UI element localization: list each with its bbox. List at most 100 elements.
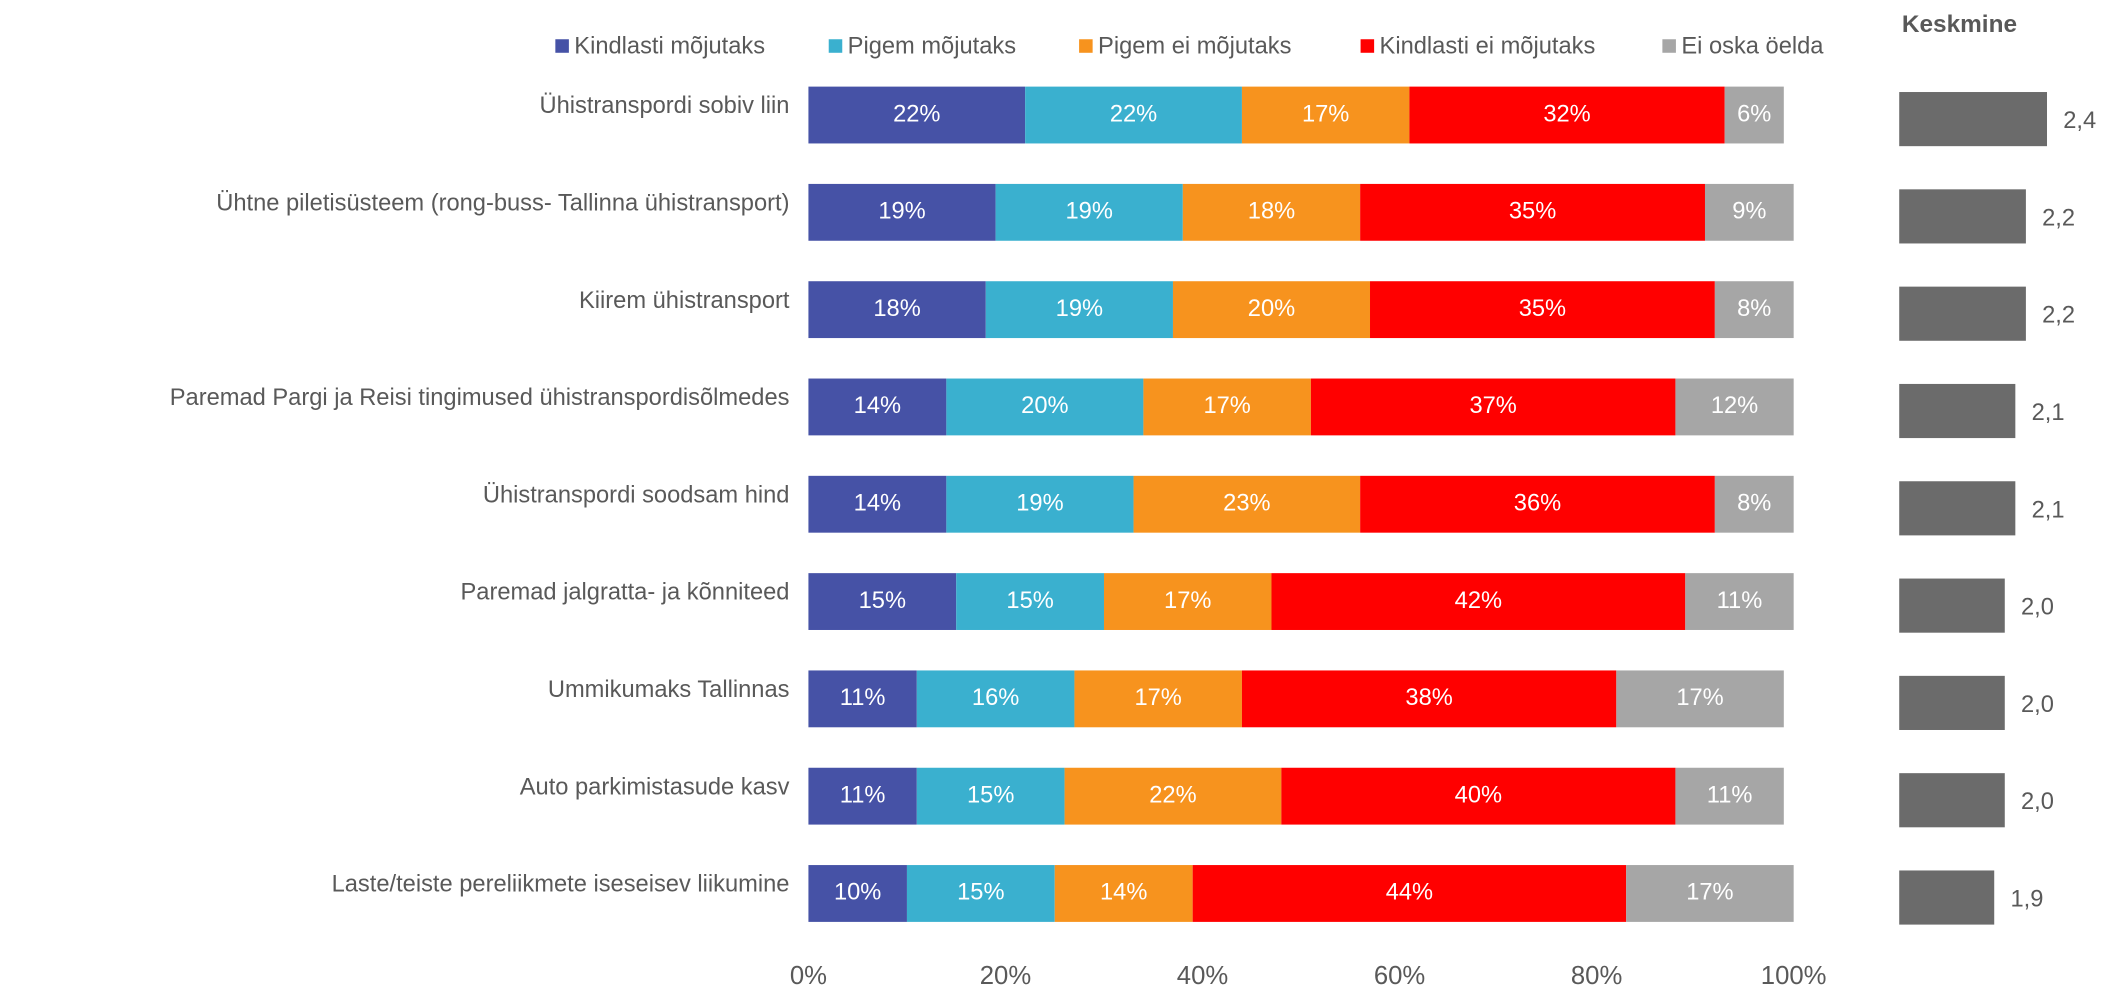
data-label: 19% — [1016, 491, 1063, 517]
bar-segment — [1241, 86, 1410, 144]
data-label: 17% — [1302, 101, 1349, 127]
category-label: Ühtne piletisüsteem (rong-buss- Tallinna… — [216, 189, 789, 216]
data-label: 11% — [1707, 782, 1753, 808]
bar-segment — [1025, 86, 1242, 144]
data-label: 35% — [1509, 199, 1556, 225]
x-tick-label: 60% — [1374, 962, 1425, 990]
bar-segment — [1271, 573, 1686, 630]
data-label: 22% — [1110, 101, 1157, 127]
average-label: 1,9 — [2010, 886, 2043, 912]
legend-label: Pigem ei mõjutaks — [1098, 34, 1291, 60]
legend-label: Kindlasti ei mõjutaks — [1380, 34, 1596, 60]
data-label: 40% — [1455, 782, 1502, 808]
bar-segment — [916, 670, 1075, 728]
legend-swatch — [1079, 39, 1093, 53]
bar-segment — [1370, 281, 1715, 339]
data-label: 12% — [1711, 393, 1758, 419]
category-label: Laste/teiste pereliikmete iseseisev liik… — [332, 872, 790, 898]
bar-segment — [1054, 865, 1193, 922]
bar-segment — [808, 573, 957, 630]
bar-segment — [916, 767, 1065, 825]
average-label: 2,4 — [2063, 108, 2096, 134]
bar-segment — [985, 281, 1173, 339]
bar-segment — [808, 86, 1026, 144]
bar-segment — [995, 183, 1183, 241]
bar-segment — [808, 183, 996, 241]
data-label: 15% — [967, 782, 1014, 808]
data-label: 8% — [1737, 296, 1771, 322]
bar-segment — [808, 475, 947, 533]
data-label: 11% — [840, 685, 886, 711]
average-title: Keskmine — [1902, 11, 2017, 38]
average-bar — [1899, 383, 2016, 439]
average-bar — [1899, 675, 2005, 730]
bar-segment — [1704, 183, 1794, 241]
bar-segment — [808, 767, 917, 825]
category-label: Ühistranspordi sobiv liin — [539, 92, 789, 119]
average-label: 2,1 — [2032, 400, 2065, 426]
data-label: 18% — [873, 296, 920, 322]
legend-label: Kindlasti mõjutaks — [574, 34, 765, 60]
data-label: 8% — [1737, 491, 1771, 517]
legend-label: Ei oska öelda — [1681, 34, 1824, 60]
data-label: 38% — [1405, 685, 1452, 711]
data-label: 42% — [1455, 588, 1502, 614]
bar-segment — [1310, 378, 1676, 436]
bar-segment — [1172, 281, 1371, 339]
bar-segment — [1409, 86, 1725, 144]
category-label: Auto parkimistasude kasv — [520, 774, 790, 800]
bar-segment — [808, 378, 947, 436]
average-label: 2,0 — [2021, 789, 2054, 815]
data-label: 17% — [1134, 685, 1181, 711]
data-label: 20% — [1248, 296, 1295, 322]
average-bar — [1899, 189, 2026, 244]
bar-segment — [1675, 378, 1794, 436]
data-label: 14% — [854, 491, 901, 517]
bar-segment — [1143, 378, 1311, 436]
data-label: 17% — [1203, 393, 1250, 419]
x-tick-label: 100% — [1761, 962, 1827, 990]
data-label: 19% — [1056, 296, 1103, 322]
bar-segment — [1724, 86, 1784, 144]
bar-segment — [808, 865, 907, 922]
bar-segment — [1281, 767, 1676, 825]
x-tick-label: 40% — [1177, 962, 1228, 990]
bar-segment — [1675, 767, 1784, 825]
average-bar — [1899, 481, 2016, 536]
bar-segment — [946, 378, 1144, 436]
data-label: 10% — [834, 880, 881, 906]
data-label: 18% — [1248, 199, 1295, 225]
bar-segment — [1616, 670, 1784, 728]
bar-segment — [906, 865, 1055, 922]
data-label: 22% — [893, 101, 940, 127]
category-label: Ummikumaks Tallinnas — [548, 677, 790, 703]
bar-segment — [1714, 281, 1794, 339]
data-label: 23% — [1223, 491, 1270, 517]
data-label: 19% — [878, 199, 925, 225]
bar-segment — [1626, 865, 1794, 922]
category-label: Ühistranspordi soodsam hind — [483, 481, 790, 508]
bar-segment — [1074, 670, 1242, 728]
bar-segment — [1714, 475, 1794, 533]
category-label: Paremad jalgratta- ja kõnniteed — [461, 580, 790, 606]
data-label: 15% — [1006, 588, 1053, 614]
bar-segment — [1241, 670, 1617, 728]
x-tick-label: 0% — [790, 962, 827, 990]
bar-segment — [1064, 767, 1282, 825]
data-label: 17% — [1676, 685, 1723, 711]
category-label: Paremad Pargi ja Reisi tingimused ühistr… — [170, 385, 790, 411]
average-bar — [1899, 286, 2026, 341]
average-label: 2,0 — [2021, 595, 2054, 621]
bar-segment — [956, 573, 1104, 630]
legend-swatch — [828, 39, 843, 53]
average-label: 2,1 — [2032, 497, 2065, 523]
data-label: 37% — [1469, 393, 1516, 419]
data-label: 17% — [1686, 880, 1733, 906]
x-tick-label: 80% — [1571, 962, 1622, 990]
bar-segment — [1360, 183, 1705, 241]
bar-segment — [808, 670, 917, 728]
data-label: 9% — [1732, 199, 1766, 225]
data-label: 11% — [1717, 588, 1763, 614]
legend-label: Pigem mõjutaks — [848, 34, 1016, 60]
category-label: Kiirem ühistransport — [579, 288, 790, 314]
